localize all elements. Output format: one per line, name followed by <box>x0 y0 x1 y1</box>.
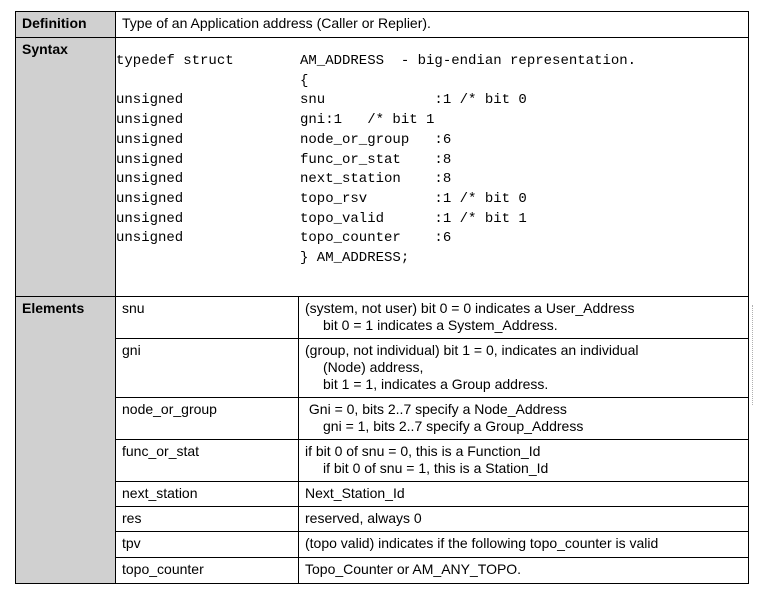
syntax-line: unsigned snu :1 /* bit 0 <box>116 91 748 111</box>
element-description: (system, not user) bit 0 = 0 indicates a… <box>298 296 749 339</box>
element-name: func_or_stat <box>115 439 299 482</box>
syntax-type: unsigned <box>116 151 184 168</box>
syntax-type: unsigned <box>116 171 184 188</box>
syntax-line: { <box>116 72 748 92</box>
element-description: if bit 0 of snu = 0, this is a Function_… <box>298 439 749 482</box>
description-line: Gni = 0, bits 2..7 specify a Node_Addres… <box>305 401 567 417</box>
element-description: Gni = 0, bits 2..7 specify a Node_Addres… <box>298 397 749 440</box>
syntax-type: typedef struct <box>116 53 234 69</box>
element-row: topo_counter Topo_Counter or AM_ANY_TOPO… <box>16 557 749 584</box>
element-row: next_station Next_Station_Id <box>16 481 749 507</box>
syntax-code-cell: typedef struct AM_ADDRESS - big-endian re… <box>115 37 749 297</box>
syntax-type: unsigned <box>116 92 184 109</box>
syntax-type <box>116 249 300 269</box>
syntax-type: unsigned <box>116 131 184 148</box>
syntax-line: unsigned gni:1 /* bit 1 <box>116 111 748 131</box>
definition-table: Definition Type of an Application addres… <box>15 11 749 584</box>
syntax-line: unsigned func_or_stat :8 <box>116 151 748 171</box>
syntax-field: snu :1 /* bit 0 <box>300 92 527 109</box>
margin-dotted-mark <box>752 305 757 405</box>
elements-label: Elements <box>15 296 116 584</box>
definition-label: Definition <box>15 11 116 38</box>
syntax-field: next_station :8 <box>300 171 452 188</box>
syntax-type: unsigned <box>116 230 184 247</box>
syntax-type <box>116 72 300 92</box>
syntax-row: Syntax typedef struct AM_ADDRESS - big-en… <box>15 37 749 297</box>
element-row: res reserved, always 0 <box>16 506 749 532</box>
syntax-type: unsigned <box>116 190 184 207</box>
syntax-type: unsigned <box>116 112 184 129</box>
element-row: node_or_group Gni = 0, bits 2..7 specify… <box>16 397 749 440</box>
syntax-field: topo_rsv :1 /* bit 0 <box>300 190 527 207</box>
syntax-type: unsigned <box>116 210 184 227</box>
syntax-field: topo_counter :6 <box>300 230 452 247</box>
syntax-line: } AM_ADDRESS; <box>116 249 748 269</box>
syntax-field: topo_valid :1 /* bit 1 <box>300 210 527 227</box>
element-name: snu <box>115 296 299 339</box>
definition-text: Type of an Application address (Caller o… <box>115 11 749 38</box>
element-name: next_station <box>115 481 299 507</box>
element-row: Elements snu (system, not user) bit 0 = … <box>15 296 749 584</box>
syntax-line: unsigned topo_valid :1 /* bit 1 <box>116 210 748 230</box>
description-line: bit 1 = 1, indicates a Group address. <box>323 376 549 392</box>
syntax-line: unsigned topo_counter :6 <box>116 229 748 249</box>
description-line: bit 0 = 1 indicates a System_Address. <box>323 317 558 333</box>
element-name: tpv <box>115 531 299 558</box>
syntax-line: unsigned node_or_group :6 <box>116 131 748 151</box>
syntax-field: node_or_group :6 <box>300 131 452 148</box>
description-line: if bit 0 of snu = 0, this is a Function_… <box>305 443 541 459</box>
description-line: gni = 1, bits 2..7 specify a Group_Addre… <box>323 418 584 434</box>
element-row: tpv (topo valid) indicates if the follow… <box>16 531 749 558</box>
description-line: (group, not individual) bit 1 = 0, indic… <box>305 342 639 358</box>
element-description: Next_Station_Id <box>298 481 749 507</box>
description-line: if bit 0 of snu = 1, this is a Station_I… <box>323 460 549 476</box>
syntax-line: unsigned topo_rsv :1 /* bit 0 <box>116 190 748 210</box>
syntax-field: AM_ADDRESS - big-endian representation. <box>300 53 637 69</box>
syntax-field: { <box>300 72 309 89</box>
description-line: (Node) address, <box>323 359 424 375</box>
syntax-label: Syntax <box>15 37 116 297</box>
element-name: res <box>115 506 299 532</box>
element-description: (group, not individual) bit 1 = 0, indic… <box>298 338 749 398</box>
element-description: Topo_Counter or AM_ANY_TOPO. <box>298 557 749 584</box>
syntax-line: unsigned next_station :8 <box>116 170 748 190</box>
element-row: func_or_stat if bit 0 of snu = 0, this i… <box>16 439 749 482</box>
syntax-code-block: typedef struct AM_ADDRESS - big-endian re… <box>116 52 748 269</box>
description-line: (system, not user) bit 0 = 0 indicates a… <box>305 300 635 316</box>
syntax-field: } AM_ADDRESS; <box>300 250 410 267</box>
syntax-field: gni:1 /* bit 1 <box>300 112 435 129</box>
element-description: reserved, always 0 <box>298 506 749 532</box>
syntax-line: typedef struct AM_ADDRESS - big-endian re… <box>116 52 748 72</box>
element-name: node_or_group <box>115 397 299 440</box>
element-name: gni <box>115 338 299 398</box>
element-description: (topo valid) indicates if the following … <box>298 531 749 558</box>
element-row: gni (group, not individual) bit 1 = 0, i… <box>16 338 749 398</box>
syntax-field: func_or_stat :8 <box>300 151 452 168</box>
element-name: topo_counter <box>115 557 299 584</box>
definition-row: Definition Type of an Application addres… <box>15 11 749 38</box>
